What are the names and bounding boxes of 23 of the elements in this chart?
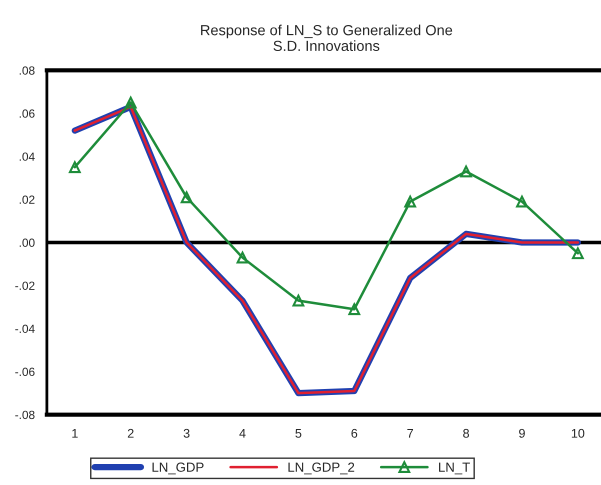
x-tick-label: 9: [519, 428, 525, 438]
legend-label: LN_GDP: [152, 462, 204, 474]
y-tick-label: -.08: [15, 410, 35, 420]
x-tick-label: 10: [572, 428, 584, 438]
x-tick-label: 6: [351, 428, 358, 438]
x-tick-label: 5: [295, 429, 302, 438]
y-tick-label: -.06: [15, 368, 35, 376]
x-tick-label: 4: [239, 429, 246, 438]
y-tick-label: .04: [20, 152, 35, 161]
x-tick-label: 3: [184, 428, 190, 438]
y-tick-label: .08: [20, 66, 35, 75]
legend-label: LN_T: [439, 462, 470, 474]
x-tick-label: 7: [407, 429, 414, 438]
y-tick-label: -.02: [15, 282, 34, 290]
y-tick-label: -.04: [15, 324, 35, 333]
chart-title: Response of LN_S to Generalized One S.D. Innovations: [201, 24, 452, 52]
y-tick-label: .06: [20, 109, 35, 118]
y-tick-label: .02: [20, 195, 34, 204]
legend-label: LN_GDP_2: [288, 462, 354, 474]
x-tick-label: 8: [463, 428, 470, 438]
y-tick-label: .00: [20, 238, 35, 247]
x-tick-label: 2: [128, 428, 134, 438]
x-tick-label: 1: [72, 429, 78, 438]
